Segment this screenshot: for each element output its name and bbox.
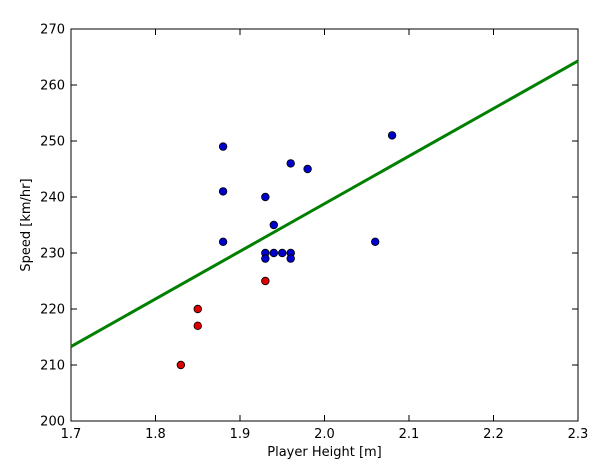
data-point: [218, 237, 228, 246]
x-tick-label: 2.0: [314, 427, 335, 442]
y-tick-label: 200: [40, 415, 65, 430]
data-point: [261, 192, 270, 202]
x-tick-label: 1.7: [61, 427, 82, 442]
x-tick-label: 2.3: [568, 427, 589, 442]
data-point: [303, 164, 312, 174]
fit-line: [70, 59, 579, 348]
data-point: [261, 254, 270, 263]
plot-frame: [70, 28, 579, 422]
x-tick-label: 1.9: [230, 427, 251, 442]
y-tick-label: 260: [40, 79, 65, 94]
data-point: [176, 360, 186, 370]
x-tick-label: 2.2: [483, 427, 504, 442]
data-point: [269, 220, 278, 230]
y-tick-label: 230: [40, 247, 65, 262]
data-point: [269, 248, 278, 258]
data-point: [286, 159, 295, 168]
data-point: [278, 248, 287, 258]
y-axis-ticks: 200 210 220 230 240 250 260 270: [40, 23, 578, 430]
fit-line-layer: [70, 59, 579, 348]
data-point: [286, 254, 295, 263]
y-tick-label: 210: [40, 359, 65, 374]
data-point: [371, 237, 380, 246]
y-axis-label: Speed [km/hr]: [19, 178, 34, 271]
x-tick-label: 1.8: [145, 427, 166, 442]
x-tick-label: 2.1: [399, 427, 420, 442]
y-tick-label: 240: [40, 191, 65, 206]
x-axis-label: Player Height [m]: [267, 445, 382, 460]
data-point: [193, 321, 202, 330]
data-point: [387, 131, 397, 140]
points-layer: [176, 131, 397, 370]
y-tick-label: 250: [40, 135, 65, 150]
data-point: [218, 142, 228, 151]
data-point: [218, 187, 228, 196]
y-tick-label: 270: [40, 23, 65, 38]
y-tick-label: 220: [40, 303, 65, 318]
x-axis-ticks: 1.7 1.8 1.9 2.0 2.1 2.2 2.3: [61, 29, 589, 442]
data-point: [261, 276, 270, 286]
data-point: [193, 304, 202, 314]
